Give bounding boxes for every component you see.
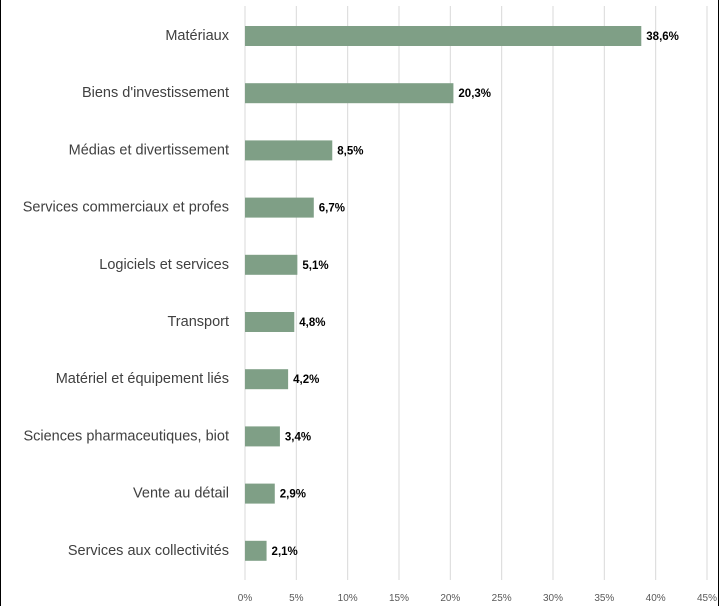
- x-tick-label: 35%: [594, 593, 614, 604]
- x-tick-label: 20%: [440, 593, 460, 604]
- data-label: 3,4%: [285, 431, 311, 443]
- x-tick-label: 5%: [289, 593, 304, 604]
- category-label: Biens d'investissement: [82, 85, 229, 101]
- bars: [245, 26, 642, 561]
- data-label: 6,7%: [319, 203, 345, 215]
- data-label: 38,6%: [646, 31, 679, 43]
- x-tick-label: 25%: [492, 593, 512, 604]
- category-label: Vente au détail: [133, 486, 229, 502]
- category-label: Matériaux: [165, 28, 229, 44]
- x-tick-label: 40%: [646, 593, 666, 604]
- category-labels: Matériaux Biens d'investissement Médias et…: [23, 28, 230, 559]
- x-tick-label: 30%: [543, 593, 563, 604]
- category-label: Services commerciaux et profes: [23, 200, 229, 216]
- data-label: 4,8%: [299, 317, 325, 329]
- category-label: Services aux collectivités: [68, 543, 229, 559]
- data-label: 2,9%: [280, 489, 306, 501]
- category-label: Logiciels et services: [99, 257, 229, 273]
- bar: [245, 369, 289, 390]
- category-label: Sciences pharmaceutiques, biot: [23, 428, 229, 444]
- bar: [245, 140, 333, 161]
- x-tick-label: 45%: [697, 593, 717, 604]
- bar: [245, 540, 267, 561]
- bar: [245, 483, 275, 504]
- x-axis-tick-labels: 0% 5% 10% 15% 20% 25% 30% 35% 40% 45%: [238, 593, 717, 604]
- category-label: Matériel et équipement liés: [56, 371, 229, 387]
- data-label: 20,3%: [458, 88, 491, 100]
- value-labels: 38,6% 20,3% 8,5% 6,7% 5,1% 4,8% 4,2% 3,4% 2,9% 2,…: [272, 31, 679, 558]
- bar: [245, 197, 314, 218]
- bar: [245, 26, 642, 46]
- category-label: Médias et divertissement: [69, 142, 229, 158]
- data-label: 8,5%: [337, 145, 363, 157]
- x-tick-label: 10%: [338, 593, 358, 604]
- x-tick-label: 15%: [389, 593, 409, 604]
- bar: [245, 83, 454, 104]
- bar: [245, 254, 298, 275]
- category-label: Transport: [167, 314, 229, 330]
- data-label: 2,1%: [272, 546, 298, 558]
- x-tick-label: 0%: [238, 593, 253, 604]
- bar: [245, 426, 280, 447]
- bar: [245, 312, 295, 332]
- data-label: 5,1%: [302, 260, 328, 272]
- data-label: 4,2%: [293, 374, 319, 386]
